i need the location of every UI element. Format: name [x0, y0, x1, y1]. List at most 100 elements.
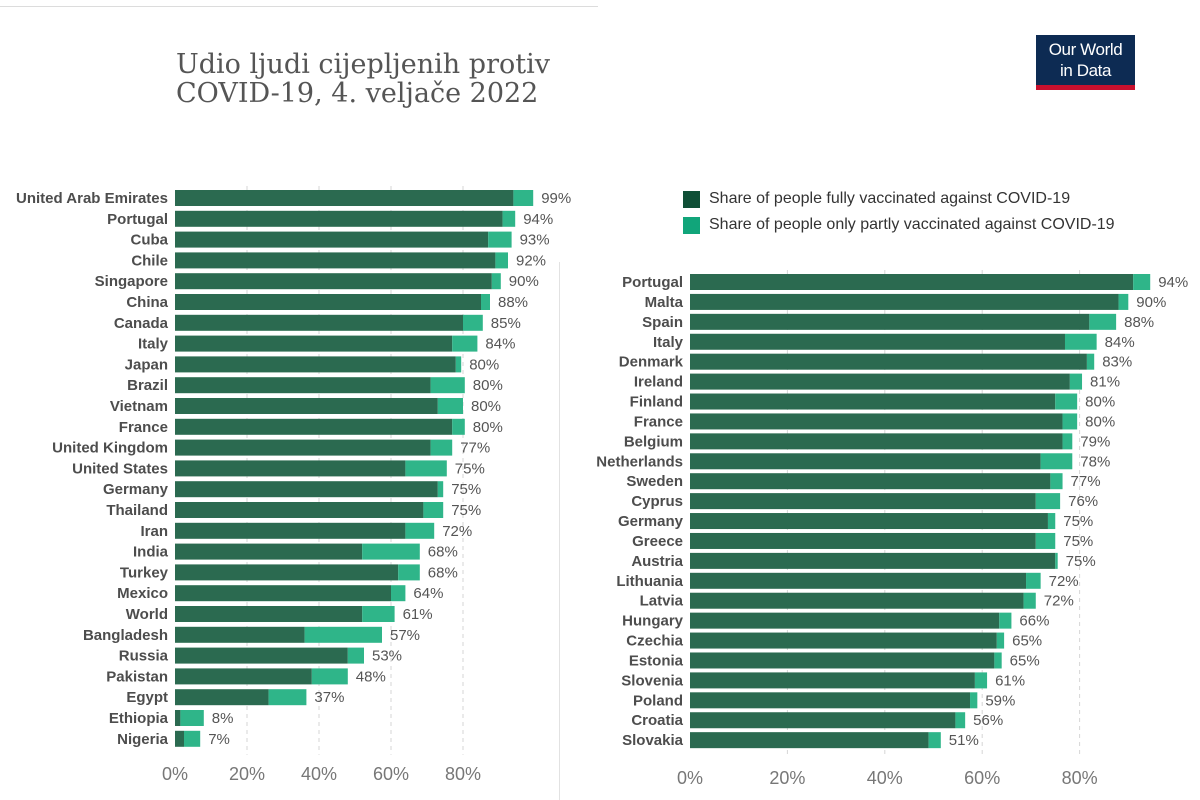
left-bar-fully-vaccinated[interactable] — [175, 481, 438, 498]
left-bar-fully-vaccinated[interactable] — [175, 377, 431, 394]
right-bar-fully-vaccinated[interactable] — [690, 532, 1036, 549]
right-bar-fully-vaccinated[interactable] — [690, 552, 1056, 569]
left-bar-fully-vaccinated[interactable] — [175, 210, 503, 227]
left-bar-partly-vaccinated[interactable] — [437, 481, 444, 498]
left-bar-partly-vaccinated[interactable] — [405, 522, 435, 539]
left-bar-fully-vaccinated[interactable] — [175, 710, 181, 726]
left-bar-fully-vaccinated[interactable] — [175, 668, 312, 685]
left-bar-partly-vaccinated[interactable] — [488, 231, 512, 248]
legend-item-partial[interactable]: Share of people only partly vaccinated a… — [683, 212, 1115, 238]
right-bar-fully-vaccinated[interactable] — [690, 274, 1134, 290]
right-bar-partly-vaccinated[interactable] — [1023, 592, 1036, 609]
left-bar-fully-vaccinated[interactable] — [175, 543, 363, 560]
right-bar-partly-vaccinated[interactable] — [999, 612, 1012, 629]
right-bar-partly-vaccinated[interactable] — [1062, 413, 1078, 430]
left-bar-partly-vaccinated[interactable] — [491, 273, 501, 290]
right-bar-fully-vaccinated[interactable] — [690, 692, 971, 709]
right-bar-partly-vaccinated[interactable] — [974, 672, 988, 689]
left-bar-partly-vaccinated[interactable] — [391, 585, 406, 602]
right-bar-fully-vaccinated[interactable] — [690, 632, 997, 649]
left-bar-partly-vaccinated[interactable] — [452, 335, 478, 352]
left-bar-partly-vaccinated[interactable] — [455, 356, 462, 373]
right-bar-partly-vaccinated[interactable] — [994, 652, 1002, 669]
left-bar-fully-vaccinated[interactable] — [175, 585, 391, 602]
left-bar-partly-vaccinated[interactable] — [347, 647, 364, 664]
right-bar-fully-vaccinated[interactable] — [690, 453, 1041, 470]
left-bar-fully-vaccinated[interactable] — [175, 294, 481, 310]
legend-item-full[interactable]: Share of people fully vaccinated against… — [683, 186, 1115, 212]
right-bar-fully-vaccinated[interactable] — [690, 313, 1090, 330]
right-bar-partly-vaccinated[interactable] — [1055, 393, 1078, 410]
left-bar-fully-vaccinated[interactable] — [175, 606, 363, 622]
left-bar-partly-vaccinated[interactable] — [180, 710, 204, 726]
left-bar-fully-vaccinated[interactable] — [175, 231, 489, 248]
right-bar-partly-vaccinated[interactable] — [1086, 353, 1095, 370]
left-bar-fully-vaccinated[interactable] — [175, 564, 399, 581]
left-bar-fully-vaccinated[interactable] — [175, 273, 492, 290]
left-bar-partly-vaccinated[interactable] — [495, 252, 508, 269]
right-bar-fully-vaccinated[interactable] — [690, 373, 1070, 390]
right-bar-fully-vaccinated[interactable] — [690, 333, 1065, 350]
right-bar-fully-vaccinated[interactable] — [690, 293, 1119, 310]
right-bar-partly-vaccinated[interactable] — [928, 732, 941, 749]
owid-logo[interactable]: Our World in Data — [1036, 35, 1135, 90]
left-bar-fully-vaccinated[interactable] — [175, 689, 269, 706]
right-bar-fully-vaccinated[interactable] — [690, 712, 956, 729]
left-bar-partly-vaccinated[interactable] — [463, 314, 483, 331]
left-bar-partly-vaccinated[interactable] — [268, 689, 307, 706]
right-bar-partly-vaccinated[interactable] — [996, 632, 1005, 649]
left-bar-fully-vaccinated[interactable] — [175, 460, 406, 477]
left-bar-partly-vaccinated[interactable] — [430, 377, 465, 394]
right-bar-partly-vaccinated[interactable] — [1050, 473, 1063, 490]
left-bar-fully-vaccinated[interactable] — [175, 356, 456, 373]
left-bar-partly-vaccinated[interactable] — [430, 439, 453, 456]
right-bar-partly-vaccinated[interactable] — [970, 692, 978, 709]
left-bar-partly-vaccinated[interactable] — [513, 190, 534, 206]
left-bar-fully-vaccinated[interactable] — [175, 502, 424, 518]
left-bar-partly-vaccinated[interactable] — [481, 294, 490, 310]
right-bar-partly-vaccinated[interactable] — [1118, 293, 1129, 310]
left-bar-partly-vaccinated[interactable] — [398, 564, 420, 581]
right-bar-partly-vaccinated[interactable] — [1055, 552, 1058, 569]
left-bar-partly-vaccinated[interactable] — [304, 626, 382, 643]
left-bar-fully-vaccinated[interactable] — [175, 647, 348, 664]
right-bar-partly-vaccinated[interactable] — [1089, 313, 1117, 330]
right-bar-fully-vaccinated[interactable] — [690, 413, 1063, 430]
right-bar-partly-vaccinated[interactable] — [1064, 333, 1097, 350]
right-bar-partly-vaccinated[interactable] — [1035, 532, 1056, 549]
left-bar-partly-vaccinated[interactable] — [423, 502, 444, 518]
right-bar-partly-vaccinated[interactable] — [1040, 453, 1073, 470]
right-bar-fully-vaccinated[interactable] — [690, 353, 1087, 370]
left-bar-fully-vaccinated[interactable] — [175, 314, 463, 331]
right-bar-fully-vaccinated[interactable] — [690, 493, 1036, 510]
right-bar-fully-vaccinated[interactable] — [690, 393, 1056, 410]
right-bar-partly-vaccinated[interactable] — [1069, 373, 1083, 390]
right-bar-fully-vaccinated[interactable] — [690, 513, 1048, 530]
right-bar-partly-vaccinated[interactable] — [1133, 274, 1151, 290]
right-bar-partly-vaccinated[interactable] — [1047, 513, 1056, 530]
left-bar-partly-vaccinated[interactable] — [362, 606, 395, 622]
right-bar-partly-vaccinated[interactable] — [1062, 433, 1073, 450]
right-bar-fully-vaccinated[interactable] — [690, 672, 975, 689]
right-bar-fully-vaccinated[interactable] — [690, 732, 929, 749]
left-bar-fully-vaccinated[interactable] — [175, 335, 453, 352]
left-bar-fully-vaccinated[interactable] — [175, 190, 514, 206]
left-bar-fully-vaccinated[interactable] — [175, 418, 453, 435]
right-bar-partly-vaccinated[interactable] — [955, 712, 966, 729]
right-bar-fully-vaccinated[interactable] — [690, 592, 1024, 609]
left-bar-fully-vaccinated[interactable] — [175, 626, 305, 643]
right-bar-fully-vaccinated[interactable] — [690, 612, 1000, 629]
right-bar-fully-vaccinated[interactable] — [690, 433, 1063, 450]
right-bar-fully-vaccinated[interactable] — [690, 652, 995, 669]
left-bar-partly-vaccinated[interactable] — [437, 398, 463, 414]
left-bar-fully-vaccinated[interactable] — [175, 522, 406, 539]
left-bar-partly-vaccinated[interactable] — [311, 668, 348, 685]
right-bar-partly-vaccinated[interactable] — [1035, 493, 1061, 510]
right-bar-fully-vaccinated[interactable] — [690, 473, 1051, 490]
left-bar-partly-vaccinated[interactable] — [184, 730, 201, 747]
left-bar-partly-vaccinated[interactable] — [452, 418, 465, 435]
left-bar-partly-vaccinated[interactable] — [362, 543, 420, 560]
left-bar-fully-vaccinated[interactable] — [175, 439, 431, 456]
right-bar-partly-vaccinated[interactable] — [1026, 572, 1041, 589]
left-bar-partly-vaccinated[interactable] — [502, 210, 516, 227]
